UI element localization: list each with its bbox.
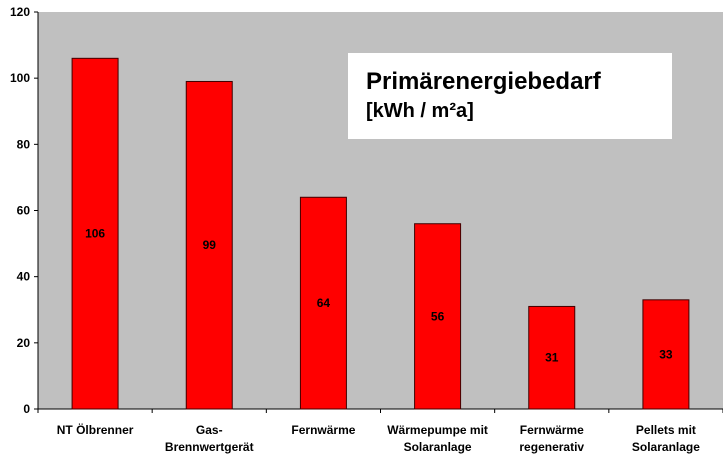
data-label: 56 — [431, 309, 445, 323]
x-tick-label: Pellets mit Solaranlage — [632, 423, 700, 454]
y-tick-label: 40 — [17, 270, 31, 284]
bar — [414, 223, 462, 410]
data-label: 31 — [545, 351, 559, 365]
x-tick-label: Gas-Brennwertgerät — [165, 423, 254, 454]
x-tick-label: Wärmepumpe mit Solaranlage — [387, 423, 488, 454]
bar — [642, 299, 690, 410]
title-box — [348, 53, 672, 139]
data-label: 99 — [203, 238, 217, 252]
x-tick-label: Fernwärme regenerativ — [519, 423, 584, 454]
y-tick-label: 80 — [17, 137, 31, 151]
bar — [71, 57, 119, 410]
y-tick-label: 20 — [17, 336, 31, 350]
bar — [528, 305, 576, 410]
bar — [185, 80, 233, 410]
bar — [299, 196, 347, 410]
y-tick-label: 100 — [10, 71, 30, 85]
data-label: 64 — [317, 296, 331, 310]
data-label: 106 — [85, 227, 105, 241]
chart-title: Primärenergiebedarf — [366, 68, 602, 95]
y-tick-label: 120 — [10, 5, 30, 19]
y-tick-label: 60 — [17, 204, 31, 218]
y-tick-label: 0 — [23, 402, 30, 416]
x-tick-label: Fernwärme — [291, 423, 355, 437]
data-label: 33 — [659, 347, 673, 361]
chart-subtitle: [kWh / m²a] — [366, 100, 474, 122]
x-tick-label: NT Ölbrenner — [57, 422, 134, 437]
